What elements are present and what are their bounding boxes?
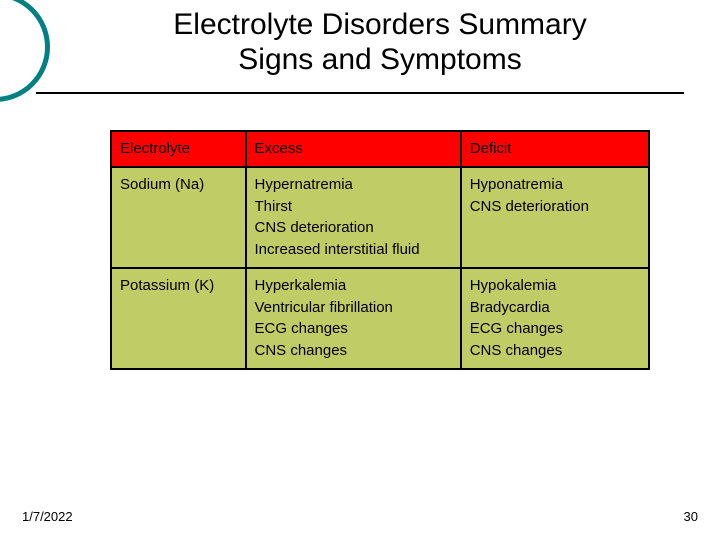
cell-deficit: HypokalemiaBradycardiaECG changesCNS cha… bbox=[461, 268, 649, 369]
title-underline bbox=[36, 92, 684, 94]
bullet-circle-decoration bbox=[0, 0, 50, 102]
col-header-deficit: Deficit bbox=[461, 131, 649, 167]
cell-excess: HypernatremiaThirstCNS deteriorationIncr… bbox=[246, 167, 461, 268]
cell-electrolyte: Sodium (Na) bbox=[111, 167, 246, 268]
electrolyte-table-container: Electrolyte Excess Deficit Sodium (Na) H… bbox=[110, 130, 650, 370]
table-row: Potassium (K) HyperkalemiaVentricular fi… bbox=[111, 268, 649, 369]
table-row: Sodium (Na) HypernatremiaThirstCNS deter… bbox=[111, 167, 649, 268]
cell-deficit: HyponatremiaCNS deterioration bbox=[461, 167, 649, 268]
slide-title: Electrolyte Disorders Summary Signs and … bbox=[80, 8, 680, 77]
footer-page-number: 30 bbox=[684, 509, 698, 524]
col-header-excess: Excess bbox=[246, 131, 461, 167]
col-header-electrolyte: Electrolyte bbox=[111, 131, 246, 167]
electrolyte-table: Electrolyte Excess Deficit Sodium (Na) H… bbox=[110, 130, 650, 370]
cell-electrolyte: Potassium (K) bbox=[111, 268, 246, 369]
table-header-row: Electrolyte Excess Deficit bbox=[111, 131, 649, 167]
footer-date: 1/7/2022 bbox=[22, 509, 73, 524]
cell-excess: HyperkalemiaVentricular fibrillationECG … bbox=[246, 268, 461, 369]
title-line-1: Electrolyte Disorders Summary bbox=[173, 8, 586, 41]
title-line-2: Signs and Symptoms bbox=[238, 43, 521, 76]
